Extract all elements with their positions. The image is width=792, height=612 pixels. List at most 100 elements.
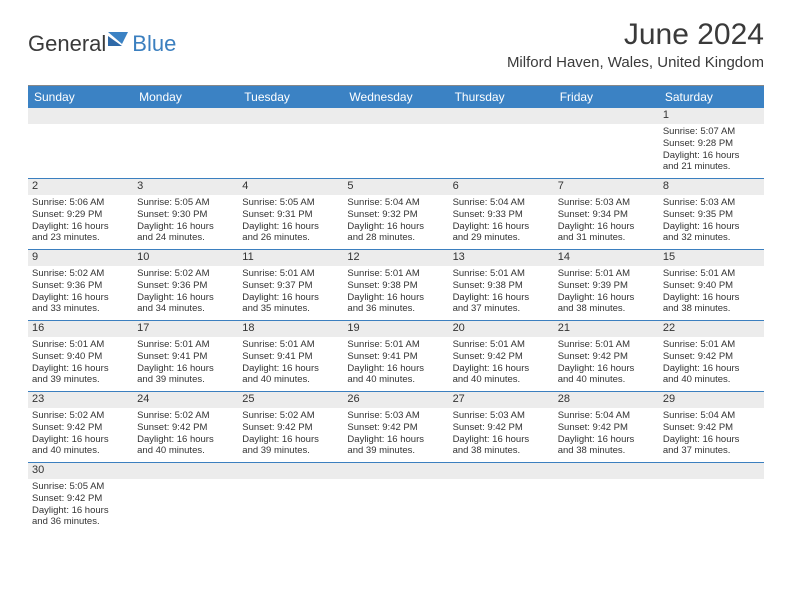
day-cell [343,108,448,178]
day-cell: 12Sunrise: 5:01 AMSunset: 9:38 PMDayligh… [343,250,448,320]
daylight-text: and 40 minutes. [32,445,129,457]
day-number: 4 [238,179,343,195]
sunrise-text: Sunrise: 5:01 AM [347,339,444,351]
daylight-text: Daylight: 16 hours [32,434,129,446]
weekday-header: Monday [133,86,238,108]
week-row: 2Sunrise: 5:06 AMSunset: 9:29 PMDaylight… [28,179,764,250]
sunrise-text: Sunrise: 5:05 AM [242,197,339,209]
sunset-text: Sunset: 9:42 PM [347,422,444,434]
day-number: 11 [238,250,343,266]
sunrise-text: Sunrise: 5:02 AM [32,268,129,280]
day-cell [238,108,343,178]
week-row: 16Sunrise: 5:01 AMSunset: 9:40 PMDayligh… [28,321,764,392]
daylight-text: and 26 minutes. [242,232,339,244]
daylight-text: and 40 minutes. [242,374,339,386]
day-number: 1 [659,108,764,124]
daylight-text: Daylight: 16 hours [663,221,760,233]
sunset-text: Sunset: 9:39 PM [558,280,655,292]
sunrise-text: Sunrise: 5:04 AM [347,197,444,209]
day-cell: 1Sunrise: 5:07 AMSunset: 9:28 PMDaylight… [659,108,764,178]
sunset-text: Sunset: 9:35 PM [663,209,760,221]
sunset-text: Sunset: 9:30 PM [137,209,234,221]
daylight-text: and 29 minutes. [453,232,550,244]
day-cell: 8Sunrise: 5:03 AMSunset: 9:35 PMDaylight… [659,179,764,249]
day-cell [554,463,659,533]
day-cell: 3Sunrise: 5:05 AMSunset: 9:30 PMDaylight… [133,179,238,249]
day-number: 20 [449,321,554,337]
day-number [343,108,448,124]
daylight-text: and 36 minutes. [347,303,444,315]
day-number: 29 [659,392,764,408]
day-number [133,463,238,479]
sunset-text: Sunset: 9:37 PM [242,280,339,292]
day-cell: 13Sunrise: 5:01 AMSunset: 9:38 PMDayligh… [449,250,554,320]
sunrise-text: Sunrise: 5:03 AM [663,197,760,209]
sunset-text: Sunset: 9:41 PM [137,351,234,363]
day-cell [133,463,238,533]
day-number: 17 [133,321,238,337]
weekday-header-row: Sunday Monday Tuesday Wednesday Thursday… [28,86,764,108]
daylight-text: Daylight: 16 hours [558,434,655,446]
daylight-text: and 36 minutes. [32,516,129,528]
day-number [133,108,238,124]
title-block: June 2024 Milford Haven, Wales, United K… [507,18,764,71]
weekday-header: Saturday [659,86,764,108]
calendar: Sunday Monday Tuesday Wednesday Thursday… [28,85,764,533]
day-number: 14 [554,250,659,266]
brand-part1: General [28,31,106,57]
sunrise-text: Sunrise: 5:01 AM [32,339,129,351]
day-cell: 24Sunrise: 5:02 AMSunset: 9:42 PMDayligh… [133,392,238,462]
day-number: 26 [343,392,448,408]
week-row: 1Sunrise: 5:07 AMSunset: 9:28 PMDaylight… [28,108,764,179]
brand-logo: General Blue [28,28,176,57]
day-cell: 15Sunrise: 5:01 AMSunset: 9:40 PMDayligh… [659,250,764,320]
day-number: 24 [133,392,238,408]
daylight-text: Daylight: 16 hours [137,363,234,375]
daylight-text: Daylight: 16 hours [663,292,760,304]
daylight-text: and 40 minutes. [558,374,655,386]
daylight-text: Daylight: 16 hours [558,292,655,304]
daylight-text: Daylight: 16 hours [347,434,444,446]
daylight-text: Daylight: 16 hours [242,363,339,375]
daylight-text: Daylight: 16 hours [453,221,550,233]
day-number: 22 [659,321,764,337]
day-number: 2 [28,179,133,195]
sunrise-text: Sunrise: 5:01 AM [453,268,550,280]
daylight-text: and 39 minutes. [242,445,339,457]
day-cell [554,108,659,178]
day-number [554,463,659,479]
weekday-header: Sunday [28,86,133,108]
day-number: 16 [28,321,133,337]
sunrise-text: Sunrise: 5:04 AM [558,410,655,422]
daylight-text: and 39 minutes. [32,374,129,386]
sunrise-text: Sunrise: 5:07 AM [663,126,760,138]
day-cell [133,108,238,178]
day-number: 15 [659,250,764,266]
day-number: 6 [449,179,554,195]
daylight-text: Daylight: 16 hours [663,434,760,446]
sunset-text: Sunset: 9:42 PM [663,422,760,434]
daylight-text: Daylight: 16 hours [242,292,339,304]
sunset-text: Sunset: 9:42 PM [558,351,655,363]
day-cell [449,108,554,178]
daylight-text: Daylight: 16 hours [242,434,339,446]
sunset-text: Sunset: 9:38 PM [347,280,444,292]
daylight-text: and 38 minutes. [453,445,550,457]
weeks-container: 1Sunrise: 5:07 AMSunset: 9:28 PMDaylight… [28,108,764,533]
day-cell: 7Sunrise: 5:03 AMSunset: 9:34 PMDaylight… [554,179,659,249]
day-number [659,463,764,479]
sunset-text: Sunset: 9:32 PM [347,209,444,221]
day-number: 19 [343,321,448,337]
daylight-text: Daylight: 16 hours [137,434,234,446]
sunrise-text: Sunrise: 5:03 AM [453,410,550,422]
daylight-text: Daylight: 16 hours [137,221,234,233]
day-cell: 28Sunrise: 5:04 AMSunset: 9:42 PMDayligh… [554,392,659,462]
daylight-text: and 34 minutes. [137,303,234,315]
daylight-text: and 35 minutes. [242,303,339,315]
day-number: 28 [554,392,659,408]
daylight-text: Daylight: 16 hours [453,434,550,446]
daylight-text: and 40 minutes. [137,445,234,457]
daylight-text: and 32 minutes. [663,232,760,244]
sunset-text: Sunset: 9:41 PM [242,351,339,363]
daylight-text: and 39 minutes. [347,445,444,457]
